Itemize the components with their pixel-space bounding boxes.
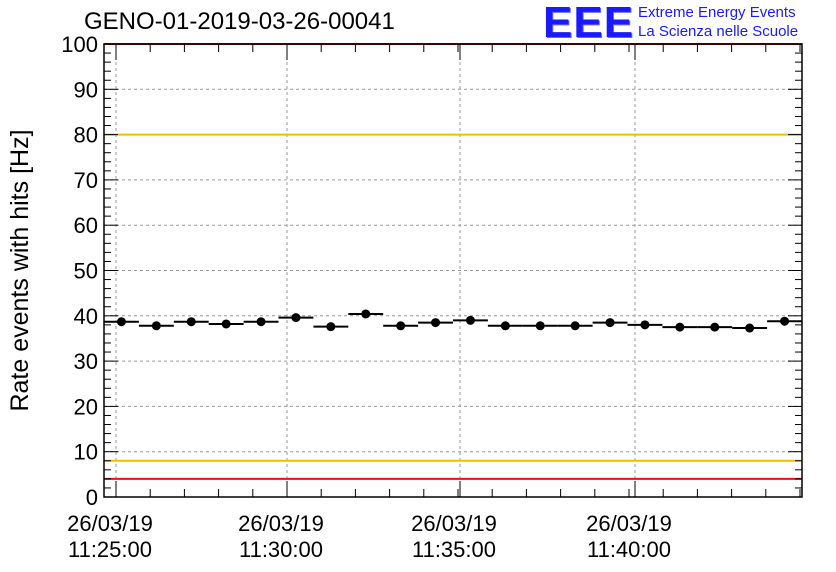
- data-point: [675, 322, 685, 332]
- chart-title: GENO-01-2019-03-26-00041: [84, 8, 395, 35]
- data-point: [605, 318, 615, 328]
- data-point: [570, 321, 580, 331]
- y-tick-label: 70: [74, 168, 98, 193]
- eee-logo-mark: EEE: [543, 0, 635, 47]
- logo-caption-line2: La Scienza nelle Scuole: [638, 23, 799, 40]
- y-tick-label: 40: [74, 304, 98, 329]
- y-tick-label: 100: [61, 32, 98, 57]
- y-tick-label: 60: [74, 213, 98, 238]
- data-point: [535, 321, 545, 331]
- data-point: [500, 321, 510, 331]
- y-axis-label: Rate events with hits [Hz]: [6, 129, 34, 411]
- data-point: [326, 322, 336, 332]
- data-point: [465, 315, 475, 325]
- data-point: [116, 317, 126, 327]
- x-tick-label-date: 26/03/19: [67, 511, 153, 536]
- y-tick-label: 30: [74, 349, 98, 374]
- data-point: [396, 321, 406, 331]
- y-tick-label: 80: [74, 123, 98, 148]
- data-point: [186, 317, 196, 327]
- y-tick-label: 90: [74, 77, 98, 102]
- data-point: [291, 313, 301, 323]
- data-point: [151, 321, 161, 331]
- data-point: [221, 319, 231, 329]
- data-point: [431, 318, 441, 328]
- x-tick-label-time: 11:30:00: [239, 537, 323, 562]
- x-tick-label-date: 26/03/19: [238, 511, 324, 536]
- x-tick-label-date: 26/03/19: [411, 511, 497, 536]
- eee-logo: EEE Extreme Energy Events La Scienza nel…: [543, 0, 833, 47]
- y-tick-label: 20: [74, 394, 98, 419]
- data-point: [640, 320, 650, 330]
- y-tick-label: 0: [86, 485, 98, 510]
- logo-caption-line1: Extreme Energy Events: [638, 4, 796, 21]
- y-tick-label: 50: [74, 259, 98, 284]
- data-point: [361, 309, 371, 319]
- x-tick-label-time: 11:40:00: [587, 537, 671, 562]
- x-tick-label-date: 26/03/19: [586, 511, 672, 536]
- data-point: [710, 322, 720, 332]
- data-point: [745, 323, 755, 333]
- y-tick-label: 10: [74, 440, 98, 465]
- data-point: [256, 317, 266, 327]
- data-point: [780, 316, 790, 326]
- x-tick-label-time: 11:35:00: [412, 537, 496, 562]
- x-tick-label-time: 11:25:00: [68, 537, 152, 562]
